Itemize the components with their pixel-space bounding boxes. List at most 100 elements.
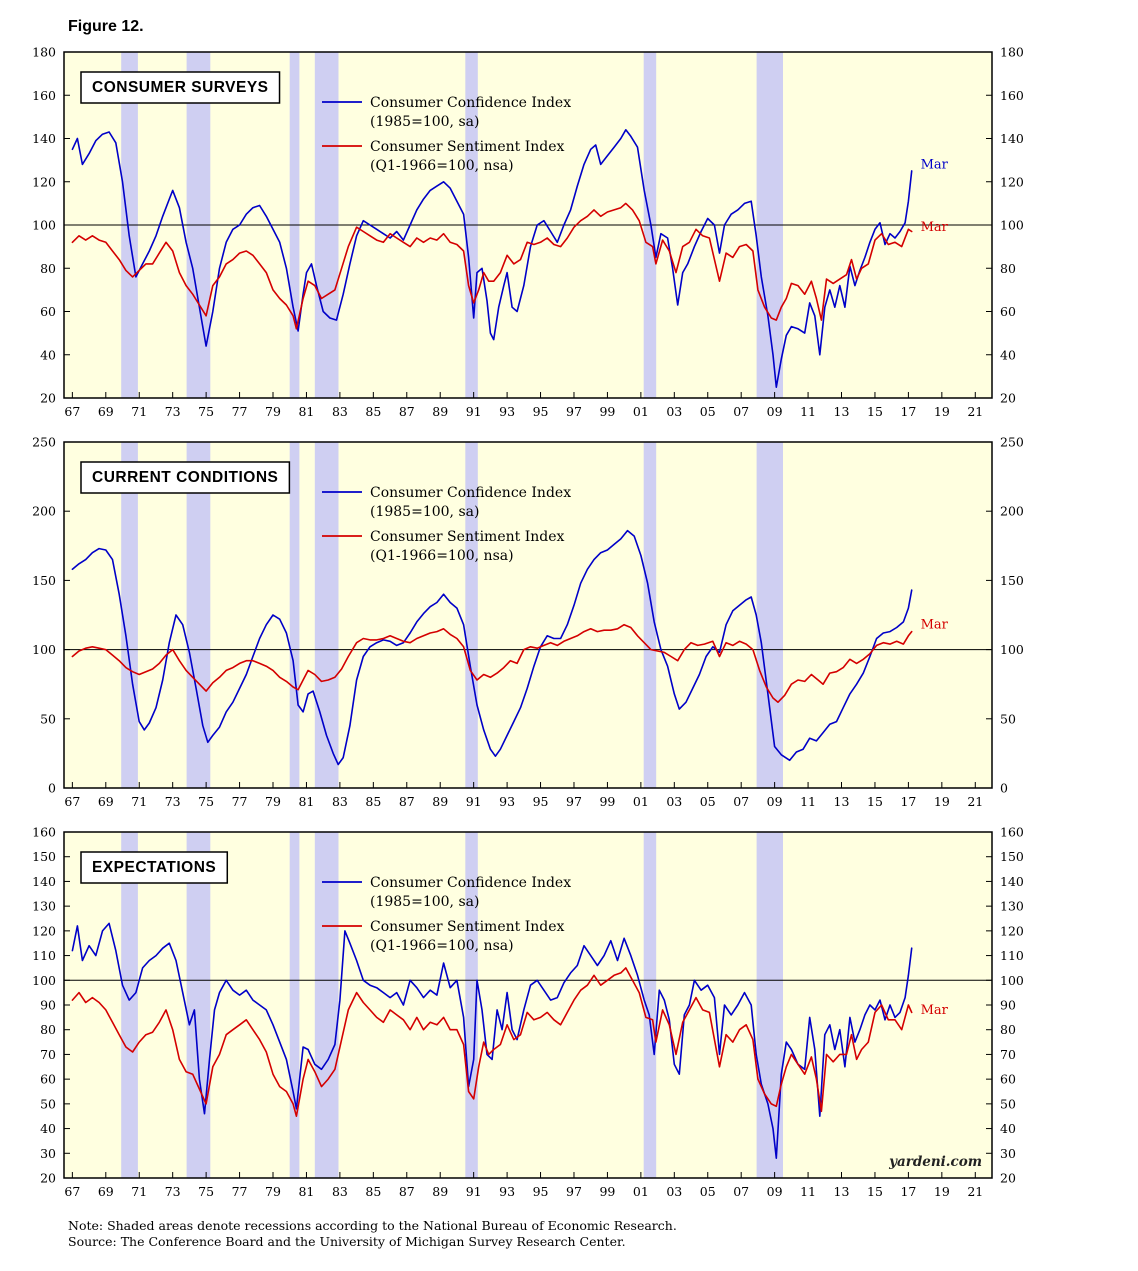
y-tick-label-right: 120 [1000,174,1024,189]
x-tick-label: 93 [499,1184,515,1199]
figure-title: Figure 12. [68,18,144,35]
end-label-blue: Mar [921,157,949,172]
x-tick-label: 67 [64,794,80,809]
x-tick-label: 87 [399,404,415,419]
x-tick-label: 01 [633,794,649,809]
recession-band [121,442,138,788]
y-tick-label-right: 150 [1000,849,1024,864]
x-tick-label: 07 [733,1184,749,1199]
series-line-consumer-confidence [71,529,913,766]
legend-sub-confidence: (1985=100, sa) [370,504,479,520]
series-line-consumer-sentiment [71,967,913,1118]
y-tick-label-left: 90 [40,998,56,1013]
series-line-consumer-sentiment [71,202,913,330]
x-tick-label: 73 [165,1184,181,1199]
series-line-consumer-confidence [71,129,913,389]
x-tick-label: 85 [365,1184,381,1199]
y-tick-label-left: 140 [32,131,56,146]
x-tick-label: 91 [466,1184,482,1199]
charts-container: 20 20 40 40 60 60 80 80 100 100 120 120 140 140 160 160… [0,44,1138,1208]
x-tick-label: 79 [265,794,281,809]
panel-title-consumer-surveys: CONSUMER SURVEYS [92,79,269,96]
x-tick-label: 19 [934,794,950,809]
legend-label-confidence: Consumer Confidence Index [370,875,571,891]
y-tick-label-right: 100 [1000,218,1024,233]
x-tick-label: 19 [934,404,950,419]
x-tick-label: 69 [98,794,114,809]
x-tick-label: 15 [867,404,883,419]
x-tick-label: 71 [131,404,147,419]
x-tick-label: 11 [800,794,816,809]
y-tick-label-left: 180 [32,45,56,60]
x-tick-label: 03 [666,1184,682,1199]
panel-title-expectations: EXPECTATIONS [92,859,216,876]
y-tick-label-right: 70 [1000,1047,1016,1062]
y-tick-label-right: 50 [1000,711,1016,726]
y-tick-label-left: 20 [40,391,56,406]
x-tick-label: 13 [834,404,850,419]
y-tick-label-right: 0 [1000,781,1008,796]
y-tick-label-right: 200 [1000,504,1024,519]
y-tick-label-left: 70 [40,1047,56,1062]
legend-label-sentiment: Consumer Sentiment Index [370,139,565,155]
y-tick-label-right: 60 [1000,304,1016,319]
recession-band [643,832,657,1178]
x-tick-label: 67 [64,1184,80,1199]
panel-title-box [80,461,291,494]
x-tick-label: 17 [900,1184,916,1199]
y-tick-label-right: 20 [1000,391,1016,406]
y-tick-label-right: 20 [1000,1171,1016,1186]
x-tick-label: 91 [466,794,482,809]
x-tick-label: 85 [365,794,381,809]
y-tick-label-left: 250 [32,435,56,450]
x-tick-label: 71 [131,1184,147,1199]
y-tick-label-right: 90 [1000,998,1016,1013]
recession-band [314,442,339,788]
x-tick-label: 07 [733,404,749,419]
x-tick-label: 17 [900,794,916,809]
y-tick-label-left: 100 [32,642,56,657]
x-tick-label: 69 [98,404,114,419]
y-tick-label-right: 120 [1000,923,1024,938]
x-tick-label: 21 [967,1184,983,1199]
y-tick-label-left: 200 [32,504,56,519]
chart-panel-expectations: 20 20 30 30 40 40 50 50 60 60 70 70 80 80 90 90 100 100 11… [32,825,1024,1200]
x-tick-label: 13 [834,794,850,809]
y-tick-label-right: 110 [1000,948,1024,963]
x-tick-label: 05 [700,1184,716,1199]
x-tick-label: 07 [733,794,749,809]
y-tick-label-right: 140 [1000,131,1024,146]
x-tick-label: 79 [265,1184,281,1199]
y-tick-label-left: 80 [40,1022,56,1037]
y-tick-label-right: 40 [1000,1121,1016,1136]
x-tick-label: 93 [499,794,515,809]
plot-frame [63,51,993,399]
x-tick-label: 77 [232,794,248,809]
series-line-consumer-sentiment [71,623,913,704]
figure-notes: Note: Shaded areas denote recessions acc… [0,1214,1138,1263]
x-tick-label: 03 [666,404,682,419]
note-line: Note: Shaded areas denote recessions acc… [68,1218,677,1233]
x-tick-label: 77 [232,404,248,419]
x-tick-label: 85 [365,404,381,419]
y-tick-label-left: 50 [40,711,56,726]
x-tick-label: 95 [533,404,549,419]
series-line-consumer-confidence [71,922,913,1160]
x-tick-label: 99 [599,404,615,419]
legend-sub-sentiment: (Q1-1966=100, nsa) [370,548,514,564]
y-tick-label-right: 50 [1000,1096,1016,1111]
x-tick-label: 09 [767,1184,783,1199]
x-tick-label: 71 [131,794,147,809]
end-label-red: Mar [921,1003,949,1018]
recession-band [314,832,339,1178]
x-tick-label: 87 [399,794,415,809]
chart-panel-consumer-surveys: 20 20 40 40 60 60 80 80 100 100 120 120 140 140 160 160… [32,45,1024,420]
legend-label-sentiment: Consumer Sentiment Index [370,529,565,545]
plot-frame [63,441,993,789]
x-tick-label: 97 [566,794,582,809]
recession-band [121,832,138,1178]
x-tick-label: 81 [298,794,314,809]
y-tick-label-left: 160 [32,825,56,840]
recession-band [289,442,300,788]
y-tick-label-left: 60 [40,1072,56,1087]
